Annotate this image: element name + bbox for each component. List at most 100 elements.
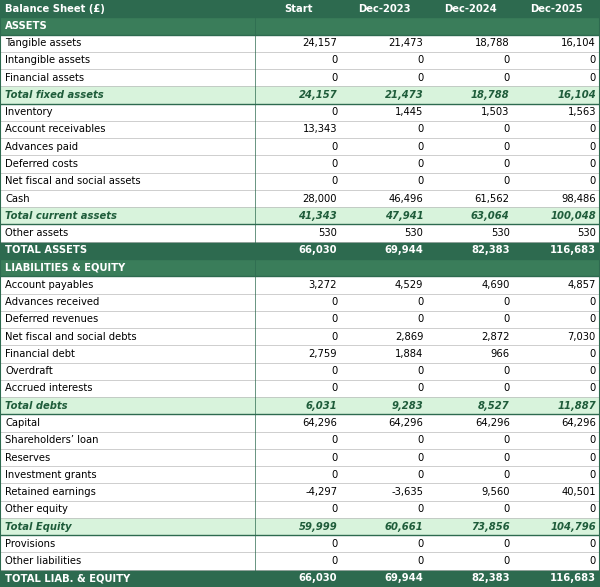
Bar bbox=[0, 156, 600, 173]
Bar bbox=[0, 276, 600, 294]
Text: Total debts: Total debts bbox=[5, 401, 68, 411]
Text: 0: 0 bbox=[503, 470, 509, 480]
Text: 0: 0 bbox=[503, 383, 509, 393]
Bar bbox=[0, 311, 600, 328]
Text: 0: 0 bbox=[503, 504, 509, 514]
Text: 4,857: 4,857 bbox=[568, 280, 596, 290]
Text: TOTAL ASSETS: TOTAL ASSETS bbox=[5, 245, 87, 255]
Text: 28,000: 28,000 bbox=[303, 194, 337, 204]
Text: 7,030: 7,030 bbox=[568, 332, 596, 342]
Text: Cash: Cash bbox=[5, 194, 29, 204]
Text: 0: 0 bbox=[503, 453, 509, 463]
Text: 0: 0 bbox=[331, 315, 337, 325]
Text: 46,496: 46,496 bbox=[389, 194, 424, 204]
Text: 66,030: 66,030 bbox=[299, 245, 337, 255]
Text: 0: 0 bbox=[331, 297, 337, 307]
Text: 0: 0 bbox=[417, 470, 424, 480]
Text: 64,296: 64,296 bbox=[561, 418, 596, 428]
Bar bbox=[0, 518, 600, 535]
Text: 69,944: 69,944 bbox=[385, 245, 424, 255]
Text: 9,560: 9,560 bbox=[481, 487, 509, 497]
Text: Other assets: Other assets bbox=[5, 228, 68, 238]
Bar bbox=[0, 0, 600, 17]
Text: 0: 0 bbox=[590, 383, 596, 393]
Text: 47,941: 47,941 bbox=[385, 211, 424, 221]
Bar bbox=[0, 207, 600, 224]
Text: Reserves: Reserves bbox=[5, 453, 50, 463]
Text: 0: 0 bbox=[590, 315, 596, 325]
Text: 0: 0 bbox=[590, 297, 596, 307]
Text: 2,759: 2,759 bbox=[308, 349, 337, 359]
Text: 9,283: 9,283 bbox=[392, 401, 424, 411]
Bar bbox=[0, 190, 600, 207]
Text: 0: 0 bbox=[417, 159, 424, 169]
Bar bbox=[0, 138, 600, 156]
Text: 21,473: 21,473 bbox=[385, 90, 424, 100]
Text: 0: 0 bbox=[503, 55, 509, 65]
Bar bbox=[0, 103, 600, 121]
Text: Tangible assets: Tangible assets bbox=[5, 38, 82, 48]
Text: Overdraft: Overdraft bbox=[5, 366, 53, 376]
Text: 0: 0 bbox=[590, 176, 596, 186]
Text: Intangible assets: Intangible assets bbox=[5, 55, 90, 65]
Text: Other liabilities: Other liabilities bbox=[5, 556, 81, 566]
Text: 11,887: 11,887 bbox=[557, 401, 596, 411]
Bar bbox=[0, 242, 600, 259]
Text: Advances paid: Advances paid bbox=[5, 141, 78, 152]
Text: 0: 0 bbox=[417, 124, 424, 134]
Text: 0: 0 bbox=[503, 315, 509, 325]
Text: 0: 0 bbox=[331, 159, 337, 169]
Text: 0: 0 bbox=[331, 366, 337, 376]
Text: 0: 0 bbox=[417, 176, 424, 186]
Text: Capital: Capital bbox=[5, 418, 40, 428]
Text: 0: 0 bbox=[503, 176, 509, 186]
Text: ASSETS: ASSETS bbox=[5, 21, 48, 31]
Text: 16,104: 16,104 bbox=[557, 90, 596, 100]
Bar bbox=[0, 535, 600, 552]
Text: 73,856: 73,856 bbox=[471, 522, 509, 532]
Text: 0: 0 bbox=[331, 383, 337, 393]
Text: 104,796: 104,796 bbox=[550, 522, 596, 532]
Bar bbox=[0, 449, 600, 466]
Bar bbox=[0, 414, 600, 431]
Text: Investment grants: Investment grants bbox=[5, 470, 97, 480]
Text: 0: 0 bbox=[590, 55, 596, 65]
Text: Net fiscal and social assets: Net fiscal and social assets bbox=[5, 176, 140, 186]
Text: 64,296: 64,296 bbox=[389, 418, 424, 428]
Text: 0: 0 bbox=[331, 107, 337, 117]
Text: 98,486: 98,486 bbox=[561, 194, 596, 204]
Text: 0: 0 bbox=[417, 141, 424, 152]
Text: Total Equity: Total Equity bbox=[5, 522, 71, 532]
Bar bbox=[0, 259, 600, 276]
Text: 0: 0 bbox=[417, 539, 424, 549]
Text: 0: 0 bbox=[503, 539, 509, 549]
Text: 0: 0 bbox=[331, 453, 337, 463]
Text: 0: 0 bbox=[590, 349, 596, 359]
Text: 0: 0 bbox=[590, 366, 596, 376]
Text: 63,064: 63,064 bbox=[471, 211, 509, 221]
Text: Financial assets: Financial assets bbox=[5, 73, 84, 83]
Text: Total current assets: Total current assets bbox=[5, 211, 117, 221]
Text: 0: 0 bbox=[503, 73, 509, 83]
Text: 0: 0 bbox=[417, 504, 424, 514]
Text: 8,527: 8,527 bbox=[478, 401, 509, 411]
Text: 66,030: 66,030 bbox=[299, 573, 337, 583]
Bar bbox=[0, 224, 600, 242]
Text: Start: Start bbox=[284, 4, 313, 14]
Bar bbox=[0, 552, 600, 570]
Text: 0: 0 bbox=[503, 556, 509, 566]
Text: Dec-2023: Dec-2023 bbox=[358, 4, 410, 14]
Text: 18,788: 18,788 bbox=[471, 90, 509, 100]
Text: 530: 530 bbox=[404, 228, 424, 238]
Text: Financial debt: Financial debt bbox=[5, 349, 75, 359]
Text: 0: 0 bbox=[590, 73, 596, 83]
Text: 530: 530 bbox=[577, 228, 596, 238]
Text: 0: 0 bbox=[417, 366, 424, 376]
Text: 82,383: 82,383 bbox=[471, 573, 509, 583]
Text: 0: 0 bbox=[417, 383, 424, 393]
Text: 13,343: 13,343 bbox=[303, 124, 337, 134]
Text: 0: 0 bbox=[590, 453, 596, 463]
Text: 966: 966 bbox=[491, 349, 509, 359]
Bar bbox=[0, 466, 600, 484]
Text: 0: 0 bbox=[417, 435, 424, 446]
